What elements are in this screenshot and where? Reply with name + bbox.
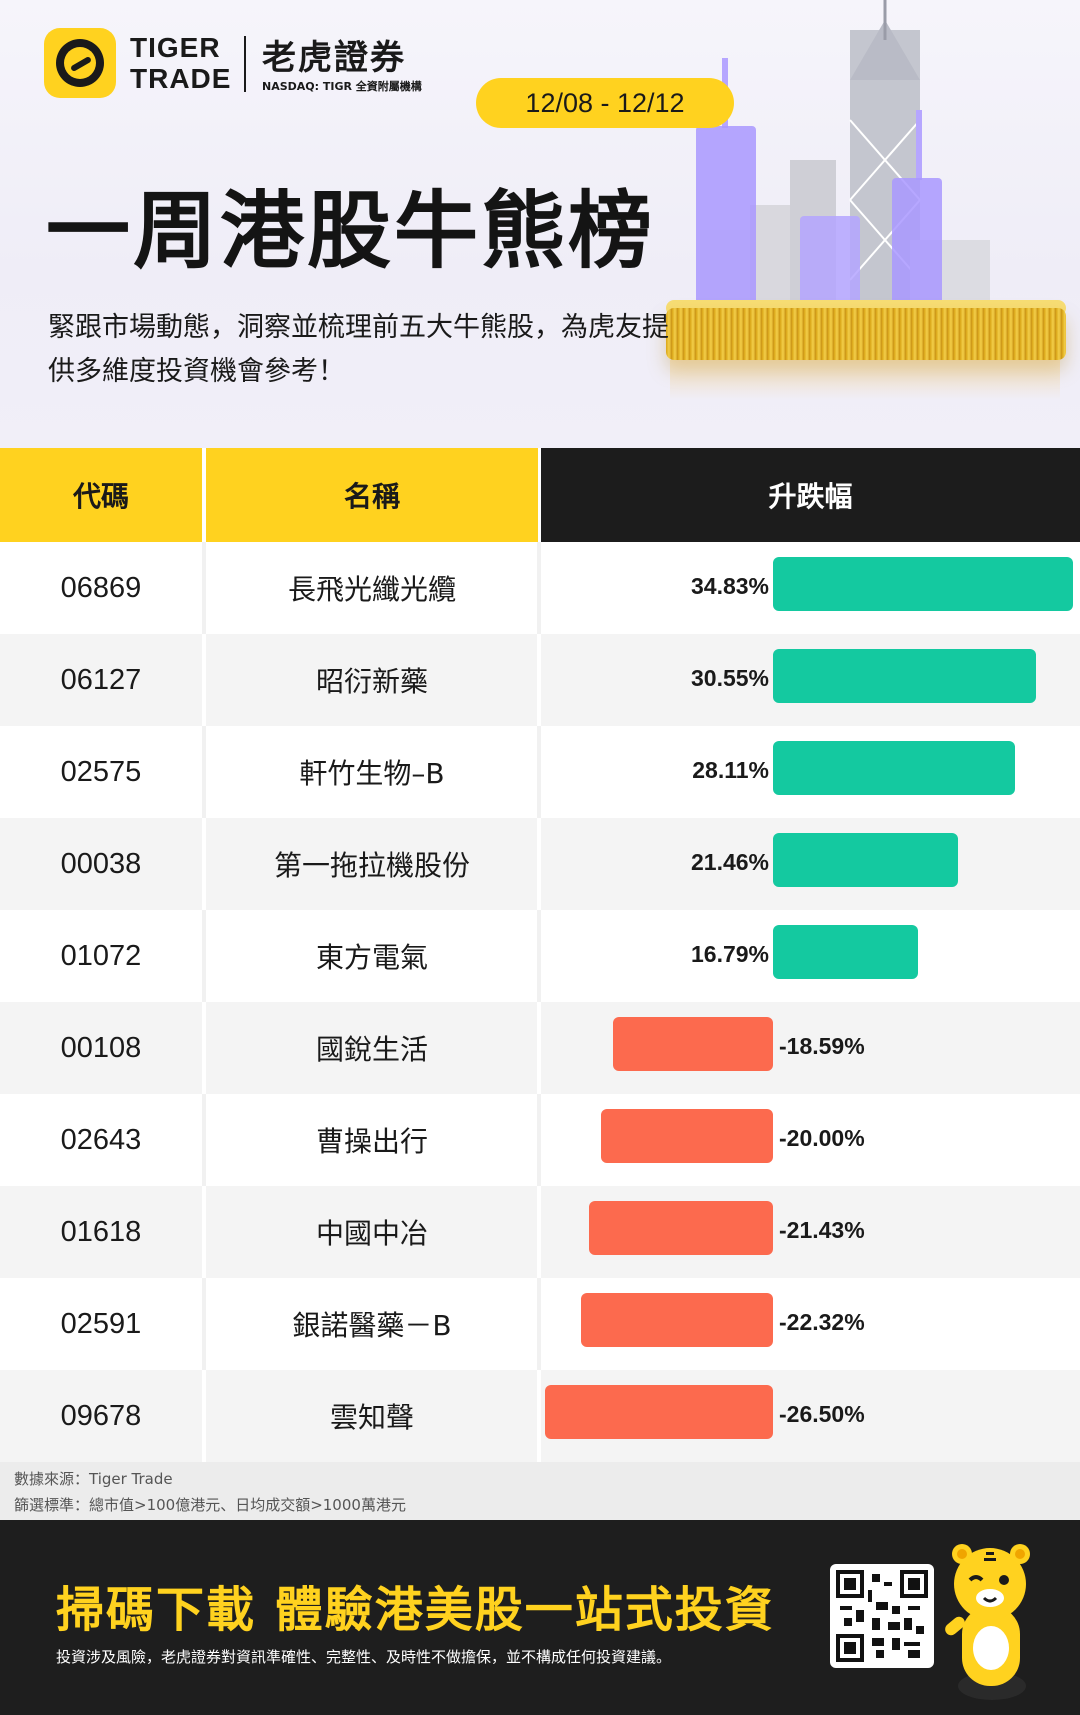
page-title: 一周港股牛熊榜 xyxy=(46,182,656,280)
table-row: 02591 銀諾醫藥－B -22.32% xyxy=(0,1278,1080,1370)
row-divider xyxy=(202,634,206,726)
stock-name: 曹操出行 xyxy=(315,1125,428,1158)
footer-banner: 掃碼下載 體驗港美股一站式投資 投資涉及風險，老虎證券對資訊準確性、完整性、及時… xyxy=(0,1520,1080,1715)
row-divider xyxy=(202,1370,206,1462)
row-divider xyxy=(537,1186,541,1278)
stock-code: 09678 xyxy=(60,1399,142,1432)
table-body: 06869 長飛光纖光纜 34.83% 06127 昭衍新藥 30.55% 02575 軒竹生… xyxy=(0,542,1080,1462)
stock-name: 銀諾醫藥－B xyxy=(292,1309,452,1342)
stock-code: 02591 xyxy=(60,1307,142,1340)
table-header: 代碼 名稱 升跌幅 xyxy=(0,448,1080,542)
change-value-label: 21.46% xyxy=(690,848,769,875)
row-divider xyxy=(202,726,206,818)
skyline-illustration xyxy=(660,0,1080,420)
loss-bar xyxy=(601,1109,773,1163)
row-divider xyxy=(202,1278,206,1370)
footnote: 數據來源：Tiger Trade 篩選標準：總市值>100億港元、日均成交額>1… xyxy=(0,1462,1080,1520)
gain-bar xyxy=(773,925,918,979)
loss-bar xyxy=(581,1293,773,1347)
row-divider xyxy=(537,910,541,1002)
stock-code: 02575 xyxy=(60,755,142,788)
stock-name: 昭衍新藥 xyxy=(315,665,428,698)
row-divider xyxy=(537,634,541,726)
stock-code: 06869 xyxy=(60,571,142,604)
table-row: 02643 曹操出行 -20.00% xyxy=(0,1094,1080,1186)
change-value-label: 34.83% xyxy=(690,572,769,599)
tiger-logo-icon xyxy=(44,28,116,98)
column-header-change: 升跌幅 xyxy=(541,448,1080,542)
change-value-label: -26.50% xyxy=(779,1400,865,1427)
row-divider xyxy=(202,910,206,1002)
table-row: 01072 東方電氣 16.79% xyxy=(0,910,1080,1002)
column-header-name: 名稱 xyxy=(206,448,538,542)
stock-name: 軒竹生物–B xyxy=(299,757,445,790)
risk-disclaimer: 投資涉及風險，老虎證券對資訊準確性、完整性、及時性不做擔保，並不構成任何投資建議… xyxy=(56,1648,672,1666)
row-divider xyxy=(537,818,541,910)
row-divider xyxy=(537,1002,541,1094)
table-row: 06127 昭衍新藥 30.55% xyxy=(0,634,1080,726)
tiger-mascot-icon xyxy=(940,1536,1040,1706)
date-range-badge: 12/08 - 12/12 xyxy=(476,78,734,128)
stock-name: 雲知聲 xyxy=(329,1401,414,1434)
row-divider xyxy=(202,1094,206,1186)
gain-bar xyxy=(773,833,958,887)
column-header-code: 代碼 xyxy=(0,448,202,542)
brand-name-zh: 老虎證券 xyxy=(262,38,406,78)
change-value-label: 30.55% xyxy=(690,664,769,691)
stock-name: 國銳生活 xyxy=(315,1033,428,1066)
table-row: 01618 中國中冶 -21.43% xyxy=(0,1186,1080,1278)
row-divider xyxy=(202,1186,206,1278)
change-value-label: -20.00% xyxy=(779,1124,865,1151)
change-value-label: -18.59% xyxy=(779,1032,865,1059)
stock-name: 長飛光纖光纜 xyxy=(287,573,456,606)
stock-code: 02643 xyxy=(60,1123,142,1156)
brand-nasdaq-note: NASDAQ: TIGR 全資附屬機構 xyxy=(262,80,422,93)
gain-bar xyxy=(773,557,1073,611)
change-value-label: -21.43% xyxy=(779,1216,865,1243)
stock-name: 中國中冶 xyxy=(315,1217,428,1250)
download-cta: 掃碼下載 體驗港美股一站式投資 xyxy=(56,1582,775,1638)
data-source-note: 數據來源：Tiger Trade xyxy=(14,1470,173,1488)
change-value-label: 16.79% xyxy=(690,940,769,967)
stock-code: 01618 xyxy=(60,1215,142,1248)
table-row: 06869 長飛光纖光纜 34.83% xyxy=(0,542,1080,634)
loss-bar xyxy=(613,1017,773,1071)
row-divider xyxy=(537,726,541,818)
screening-criteria-note: 篩選標準：總市值>100億港元、日均成交額>1000萬港元 xyxy=(14,1496,406,1514)
row-divider xyxy=(537,1094,541,1186)
stock-code: 00108 xyxy=(60,1031,142,1064)
stock-name: 第一拖拉機股份 xyxy=(273,849,470,882)
gain-bar xyxy=(773,741,1015,795)
stock-code: 06127 xyxy=(60,663,142,696)
table-row: 09678 雲知聲 -26.50% xyxy=(0,1370,1080,1462)
loss-bar xyxy=(545,1385,773,1439)
header-banner: TIGER TRADE 老虎證券 NASDAQ: TIGR 全資附屬機構 xyxy=(0,0,1080,448)
loss-bar xyxy=(589,1201,773,1255)
table-row: 00108 國銳生活 -18.59% xyxy=(0,1002,1080,1094)
row-divider xyxy=(202,818,206,910)
change-value-label: -22.32% xyxy=(779,1308,865,1335)
gain-bar xyxy=(773,649,1036,703)
qr-code-icon[interactable] xyxy=(830,1564,934,1668)
stock-code: 01072 xyxy=(60,939,142,972)
row-divider xyxy=(537,542,541,634)
change-value-label: 28.11% xyxy=(692,756,769,783)
brand-name-en: TIGER TRADE xyxy=(130,32,232,94)
page-subtitle: 緊跟市場動態，洞察並梳理前五大牛熊股，為虎友提供多維度投資機會參考！ xyxy=(48,312,669,387)
brand-divider xyxy=(244,36,246,92)
row-divider xyxy=(202,1002,206,1094)
row-divider xyxy=(202,542,206,634)
row-divider xyxy=(537,1370,541,1462)
table-row: 02575 軒竹生物–B 28.11% xyxy=(0,726,1080,818)
row-divider xyxy=(537,1278,541,1370)
stock-code: 00038 xyxy=(60,847,142,880)
stock-name: 東方電氣 xyxy=(315,941,428,974)
table-row: 00038 第一拖拉機股份 21.46% xyxy=(0,818,1080,910)
